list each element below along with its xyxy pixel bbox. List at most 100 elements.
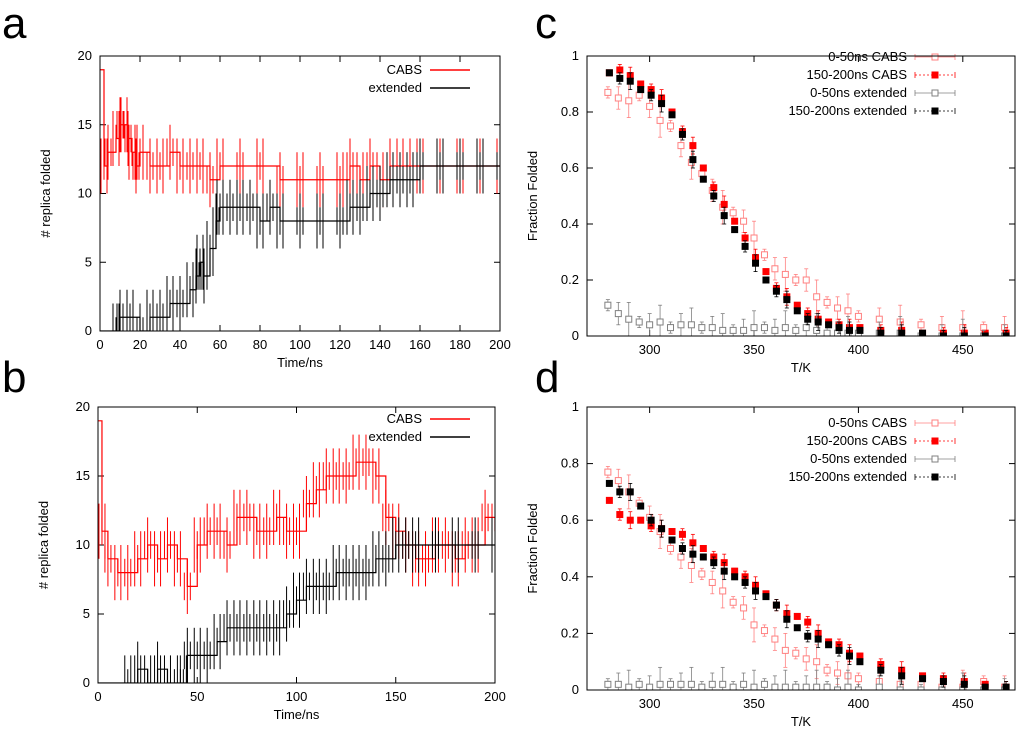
data-point (740, 217, 748, 225)
data-point (917, 686, 925, 690)
y-tick-label: 0.6 (561, 160, 579, 175)
x-tick-label: 50 (190, 689, 204, 704)
data-point (719, 680, 727, 688)
data-point (699, 545, 707, 552)
data-point (823, 298, 831, 306)
x-tick-label: 40 (173, 337, 187, 352)
data-point (919, 329, 927, 336)
data-point (783, 296, 791, 304)
data-point (877, 329, 885, 336)
panel-c: c 300 350 400 450 0 0.2 0.4 0.6 0.8 1 T/K Fraction F… (525, 0, 1016, 375)
data-point (720, 567, 728, 575)
data-point (731, 226, 739, 234)
y-tick-label: 0.2 (561, 625, 579, 640)
data-point (699, 164, 707, 172)
x-tick-label: 150 (385, 689, 407, 704)
y-tick-label: 1 (572, 399, 579, 414)
legend-label: extended (369, 429, 423, 444)
x-tick-label: 160 (409, 337, 431, 352)
data-point (698, 570, 706, 578)
legend-label: 150-200ns extended (788, 103, 907, 118)
data-point (616, 74, 624, 82)
x-tick-label: 80 (253, 337, 267, 352)
data-point (804, 315, 812, 323)
data-point (616, 488, 624, 496)
legend-label: 0-50ns extended (810, 451, 907, 466)
plot-area (604, 64, 1010, 336)
data-point (772, 601, 780, 609)
data-point (792, 326, 800, 334)
plot-frame (586, 55, 1016, 337)
data-point (605, 479, 613, 487)
data-point (604, 301, 612, 309)
data-point (917, 321, 925, 329)
data-point (667, 324, 675, 332)
plot-area (100, 69, 500, 331)
legend-marker (931, 107, 939, 115)
data-point (793, 624, 801, 632)
data-point (677, 553, 685, 561)
data-point (710, 184, 718, 192)
data-point (919, 675, 927, 683)
data-point (647, 516, 655, 524)
data-point (604, 88, 612, 96)
data-point (939, 678, 947, 686)
data-point (854, 675, 862, 683)
data-point (605, 69, 613, 77)
y-tick-label: 0.8 (561, 104, 579, 119)
y-tick-label: 5 (83, 606, 90, 621)
data-point (687, 561, 695, 569)
plot-frame (586, 406, 1016, 691)
x-axis-label: T/K (791, 714, 812, 729)
data-point (720, 212, 728, 220)
data-point (813, 293, 821, 301)
y-tick-label: 0.2 (561, 272, 579, 287)
x-axis-label: T/K (791, 360, 812, 375)
panel-d: d 300 350 400 450 0 0.2 0.4 0.6 0.8 1 T/K Fraction F… (525, 353, 1016, 729)
data-point (760, 627, 768, 635)
x-tick-label: 450 (952, 696, 974, 711)
legend-marker (931, 89, 939, 97)
data-point (762, 276, 770, 284)
y-tick-label: 0.4 (561, 216, 579, 231)
data-point (898, 672, 906, 680)
data-point (804, 618, 812, 626)
data-point (834, 304, 842, 312)
data-point (740, 604, 748, 612)
data-point (740, 680, 748, 688)
legend-marker (931, 53, 939, 61)
data-point (689, 550, 697, 558)
y-axis-label: Fraction Folded (525, 151, 540, 241)
data-point (771, 635, 779, 643)
data-point (637, 516, 645, 524)
x-tick-label: 200 (489, 337, 511, 352)
panel-letter-b: b (2, 353, 26, 402)
data-point (614, 680, 622, 688)
data-point (813, 683, 821, 690)
data-point (762, 268, 770, 276)
data-point (896, 686, 904, 690)
data-point (844, 307, 852, 315)
data-point (668, 528, 676, 536)
data-point (604, 680, 612, 688)
legend-label: 150-200ns CABS (807, 67, 908, 82)
data-point (856, 326, 864, 334)
data-point (614, 310, 622, 318)
data-point (814, 318, 822, 326)
data-point (637, 86, 645, 94)
legend-label: 0-50ns extended (810, 85, 907, 100)
data-point (678, 130, 686, 138)
data-point (793, 612, 801, 620)
data-point (689, 142, 697, 150)
x-tick-label: 350 (743, 696, 765, 711)
data-point (668, 536, 676, 544)
y-tick-label: 0 (83, 675, 90, 690)
data-point (750, 324, 758, 332)
x-tick-label: 120 (329, 337, 351, 352)
legend-marker (931, 437, 939, 445)
data-point (854, 686, 862, 690)
x-tick-label: 400 (848, 696, 870, 711)
data-point (771, 265, 779, 273)
data-point (802, 324, 810, 332)
